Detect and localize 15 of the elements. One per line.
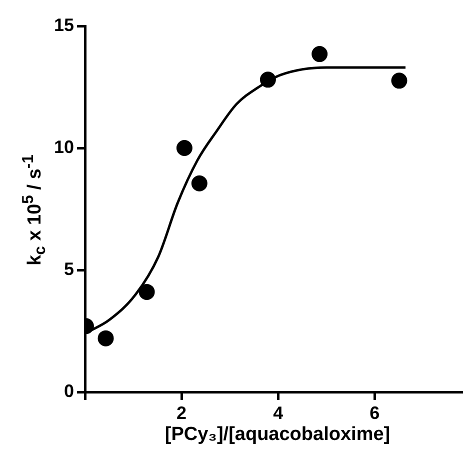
point xyxy=(312,46,328,62)
point xyxy=(176,140,192,156)
point xyxy=(98,330,114,346)
y-tick-label: 0 xyxy=(64,380,74,401)
point xyxy=(391,72,408,89)
point xyxy=(260,72,276,88)
x-tick-label: 6 xyxy=(370,402,380,423)
x-tick-label: 2 xyxy=(176,402,187,423)
y-tick-label: 10 xyxy=(54,136,74,157)
x-tick-label: 4 xyxy=(273,402,284,423)
point xyxy=(138,284,155,300)
y-tick-label: 15 xyxy=(54,14,74,35)
x-axis-title: [PCy₃]/[aquacobaloxime] xyxy=(164,424,392,446)
point xyxy=(191,175,208,192)
y-tick-label: 5 xyxy=(64,258,74,279)
